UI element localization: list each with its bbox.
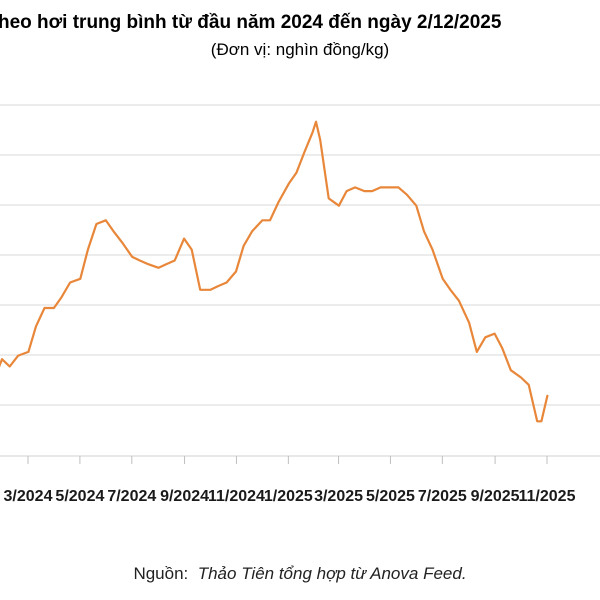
x-tick-label: 7/2025 [418, 488, 467, 505]
x-tick-label: 11/2025 [519, 488, 576, 505]
source-note: Nguồn: Thảo Tiên tổng hợp từ Anova Feed. [0, 564, 600, 584]
x-tick-label: 3/2025 [314, 488, 363, 505]
chart-title: heo hơi trung bình từ đầu năm 2024 đến n… [0, 12, 502, 33]
x-tick-label: 9/2024 [160, 488, 209, 505]
x-tick-label: 5/2025 [366, 488, 415, 505]
chart-subtitle: (Đơn vị: nghìn đồng/kg) [210, 40, 390, 59]
x-tick-label: 5/2024 [55, 488, 104, 505]
source-text: Thảo Tiên tổng hợp từ Anova Feed. [197, 564, 467, 583]
source-label: Nguồn: [133, 564, 189, 583]
x-tick-label: 7/2024 [107, 488, 156, 505]
x-tick-label: 3/2024 [4, 488, 53, 505]
x-tick-label: 9/2025 [471, 488, 520, 505]
x-tick-label: 1/2025 [264, 488, 313, 505]
x-tick-label: 11/2024 [208, 488, 265, 505]
series-line [0, 120, 549, 423]
